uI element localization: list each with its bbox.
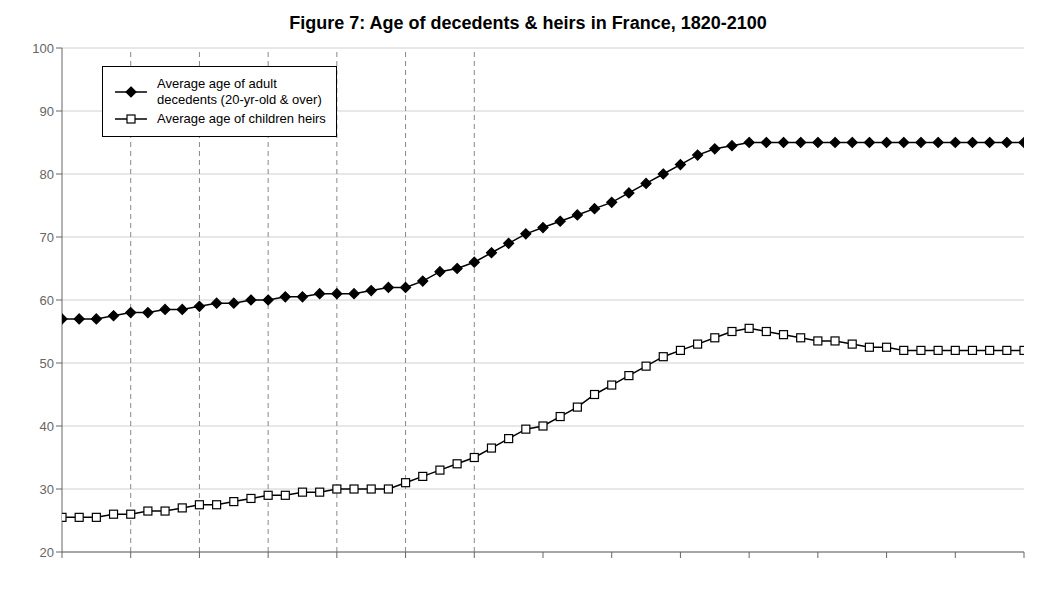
svg-text:30: 30 <box>40 482 54 497</box>
html-text:Figure 7: Age of decedents & h: Figure 7: Age of decedents & heirs in Fr… <box>289 13 767 33</box>
svg-text:80: 80 <box>40 167 54 182</box>
svg-text:100: 100 <box>32 41 54 56</box>
svg-text:90: 90 <box>40 104 54 119</box>
html-text:Average age of children heirs: Average age of children heirs <box>157 111 326 126</box>
svg-text:70: 70 <box>40 230 54 245</box>
svg-text:20: 20 <box>40 545 54 560</box>
svg-text:60: 60 <box>40 293 54 308</box>
svg-text:40: 40 <box>40 419 54 434</box>
svg-text:50: 50 <box>40 356 54 371</box>
html-text:Average age of adult decedents: Average age of adult decedents (20-yr-ol… <box>157 76 322 107</box>
